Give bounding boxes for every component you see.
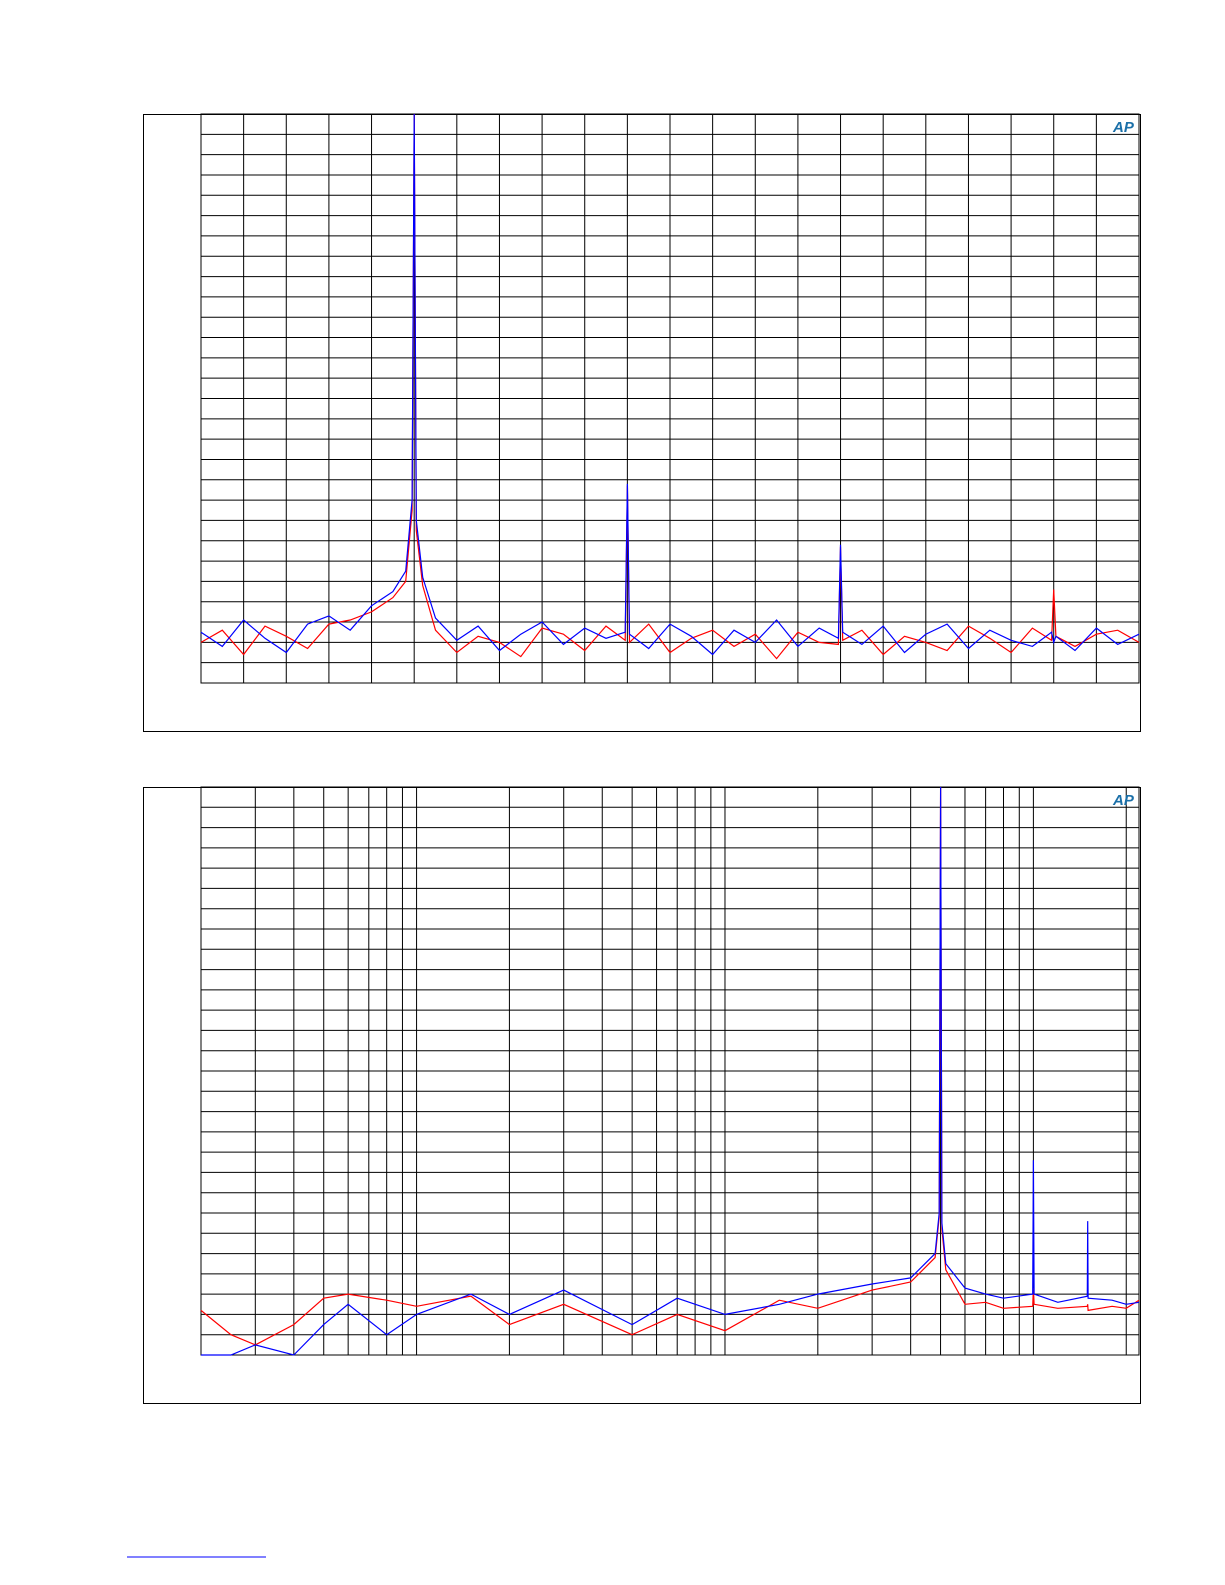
- logo: AP: [1112, 792, 1135, 809]
- plot-area: [200, 113, 1140, 684]
- trace: [200, 786, 1140, 1346]
- trace: [200, 113, 1140, 660]
- plot-area: [200, 786, 1140, 1356]
- logo: AP: [1112, 119, 1135, 136]
- trace: [201, 786, 1140, 1356]
- trace: [200, 113, 1140, 656]
- chart-frame: [143, 787, 1141, 1404]
